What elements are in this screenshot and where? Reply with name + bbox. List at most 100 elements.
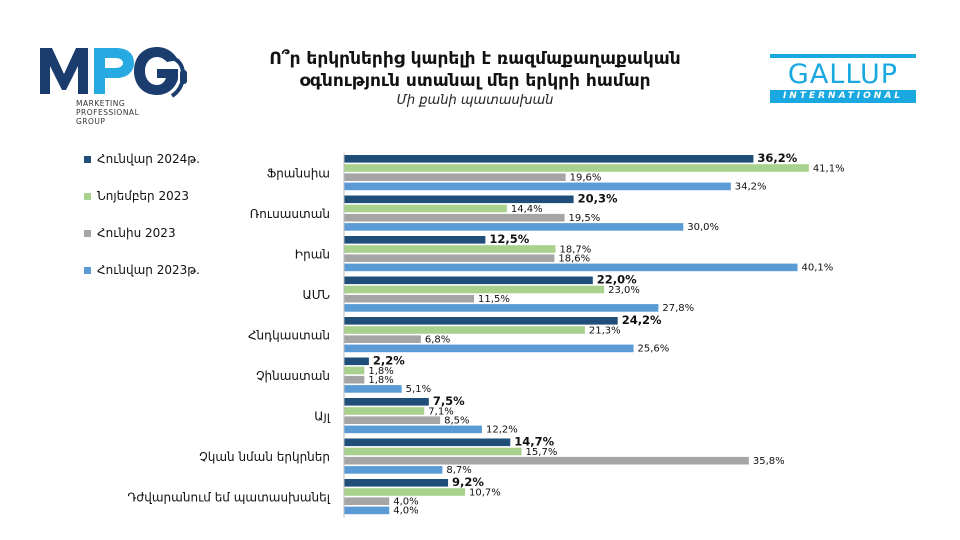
bar [344,285,605,294]
bar [344,223,684,231]
chart-subtitle: Մի քանի պատասխան [396,93,554,108]
category-labels: Ֆրանսիա Ռուսաստան Իրան ԱՄՆ Հնդկաստան Չինաստան… [127,166,330,504]
bar [344,447,522,456]
category-label: Չկան նման երկրներ [199,450,330,464]
bar [344,213,565,222]
legend-entry: Հունիս 2023 [97,226,176,240]
bar [344,195,574,204]
data-label: 19,5% [569,213,601,224]
chart-legend: Հունվար 2024թ. Նոյեմբեր 2023 Հունիս 2023 Հո… [84,152,200,277]
data-label: 35,8% [753,456,785,467]
data-label: 5,1% [406,384,431,395]
chart-title-line-2: օգնություն ստանալ մեր երկրի համար [299,71,651,91]
gallup-wordmark: GALLUP [787,59,899,90]
bar [344,182,731,191]
data-label: 7,1% [428,406,453,417]
bar [344,304,659,312]
mpg-tagline-2: PROFESSIONAL [76,108,140,117]
data-label: 19,6% [570,173,602,184]
category-label: Դժվարանում եմ պատասխանել [127,490,330,504]
bar [344,173,566,181]
bar [344,263,798,272]
chart-bars [344,155,809,515]
legend-swatch [84,230,91,237]
bar [344,497,390,505]
legend-swatch [84,156,91,163]
data-label: 25,6% [638,344,670,355]
data-label: 2,2% [373,354,405,368]
bar [344,456,749,465]
data-label: 34,2% [735,182,767,193]
data-label: 11,5% [478,294,510,305]
bar [344,155,754,163]
data-label: 23,0% [608,285,640,296]
bar [344,294,475,303]
gallup-subline: INTERNATIONAL [770,90,916,103]
legend-entry: Հունվար 2023թ. [97,263,200,277]
data-label: 30,0% [687,222,719,233]
data-label: 21,3% [589,325,621,336]
gallup-top-rule [770,54,916,58]
bar [344,357,369,366]
category-label: Ֆրանսիա [267,166,330,180]
data-label: 10,7% [469,487,501,498]
bar [344,366,365,375]
bar [344,245,556,253]
bar [344,236,486,244]
category-label: Իրան [295,247,330,261]
bar [344,438,511,447]
data-label: 27,8% [662,303,694,314]
data-label: 18,7% [559,244,591,255]
data-label: 14,4% [511,204,543,215]
data-label: 4,0% [393,506,418,517]
data-label: 12,5% [489,232,529,246]
mpg-tagline-1: MARKETING [76,99,125,108]
data-label: 22,0% [597,273,637,287]
bar [344,425,482,434]
bar [344,416,441,424]
data-label: 36,2% [757,151,797,165]
data-label: 9,2% [452,475,484,489]
category-label: Չինաստան [256,369,330,383]
bar [344,326,585,334]
bar [344,375,365,384]
bar [344,407,425,415]
value-labels: 36,2% 41,1% 19,6% 34,2% 20,3% 14,4% 19,5% 30,0%… [368,151,844,517]
chart-title-block: Ո՞ր երկրներից կարելի է ռազմաքաղաքական օգ… [250,48,700,110]
bar [344,398,429,406]
bar [344,335,421,343]
bar [344,204,507,213]
data-label: 8,5% [444,416,469,427]
category-label: Այլ [314,409,330,423]
data-label: 8,7% [446,465,471,476]
bar [344,488,466,496]
bar [344,385,402,393]
bar [344,479,449,487]
bar [344,317,618,325]
data-label: 14,7% [514,435,554,449]
legend-swatch [84,267,91,274]
data-label: 6,8% [425,335,450,346]
data-label: 1,8% [368,375,393,386]
chart-title-line-1: Ո՞ր երկրներից կարելի է ռազմաքաղաքական [269,49,681,69]
data-label: 20,3% [578,192,618,206]
data-label: 15,7% [526,447,558,458]
data-label: 24,2% [622,313,662,327]
bar [344,344,634,353]
bar [344,164,809,172]
legend-swatch [84,193,91,200]
mpg-logo: MARKETING PROFESSIONAL GROUP [36,34,196,134]
category-label: ԱՄՆ [303,288,331,302]
data-label: 1,8% [368,366,393,377]
category-label: Ռուսաստան [250,207,330,221]
data-label: 12,2% [486,425,518,436]
bar [344,276,593,285]
data-label: 7,5% [433,394,465,408]
legend-entry: Նոյեմբեր 2023 [97,189,189,203]
bar [344,466,443,474]
data-label: 18,6% [558,254,590,265]
bar [344,254,555,262]
mpg-tagline-3: GROUP [76,117,105,126]
data-label: 41,1% [813,163,845,174]
